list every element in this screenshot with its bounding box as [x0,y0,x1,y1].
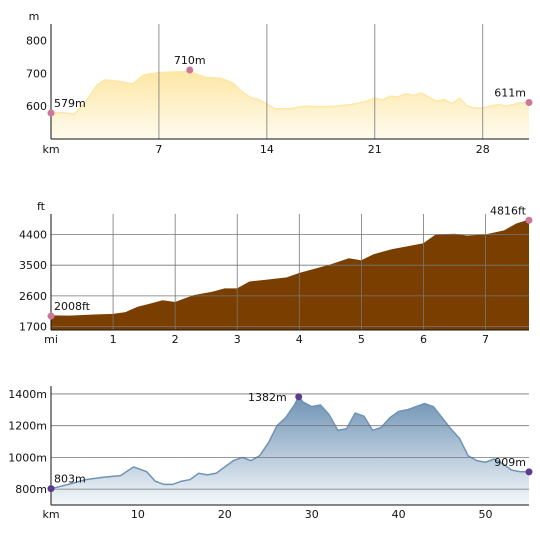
x-tick-label: 28 [476,143,490,156]
x-tick-label: 50 [479,508,493,521]
y-axis-unit-label: ft [37,200,46,213]
y-axis-unit-label: m [29,10,40,23]
elevation-marker [525,468,533,476]
elevation-marker [47,312,55,320]
y-tick-label: 4400 [19,228,47,241]
x-tick-label: 20 [218,508,232,521]
x-tick-label: 30 [305,508,319,521]
x-tick-label: 7 [482,333,489,346]
x-tick-label: 3 [234,333,241,346]
y-tick-label: 1400m [8,388,47,401]
y-tick-label: 1000m [8,451,47,464]
elevation-data-label: 4816ft [490,204,527,217]
x-tick-label: 2 [172,333,179,346]
x-tick-label: 5 [358,333,365,346]
elevation-data-label: 579m [54,97,86,110]
elevation-chart-meters-blue: 800m 1000m 1200m 1400m km 10 20 30 40 50 1382m 803m… [8,386,533,521]
x-tick-label: 40 [392,508,406,521]
x-tick-label: 7 [155,143,162,156]
elevation-chart-feet: ft 1700 2600 3500 4400 mi 1 2 3 4 5 6 7 2008ft 4816ft [19,200,533,346]
y-tick-label: 2600 [19,290,47,303]
elevation-marker [47,485,55,493]
elevation-data-label: 611m [494,87,526,100]
y-tick-label: 600 [26,100,47,113]
y-tick-label: 800 [26,34,47,47]
elevation-marker [47,109,55,117]
y-tick-label: 700 [26,67,47,80]
x-tick-label: 21 [368,143,382,156]
elevation-data-label: 2008ft [54,300,91,313]
y-tick-label: 800m [15,483,47,496]
elevation-data-label: 1382m [248,391,287,404]
elevation-data-label: 803m [54,473,86,486]
elevation-marker [186,66,194,74]
y-tick-label: 1200m [8,420,47,433]
x-axis-unit-label: km [42,143,59,156]
x-axis-unit-label: mi [44,333,58,346]
elevation-line [50,70,530,116]
elevation-area [51,396,529,505]
elevation-marker [525,99,533,107]
elevation-area [51,71,529,139]
elevation-marker [295,393,303,401]
elevation-chart-meters: m 600 700 800 km 7 14 21 28 579m 710m 611m [26,10,533,156]
elevation-line [50,395,530,490]
x-tick-label: 1 [110,333,117,346]
x-tick-label: 6 [420,333,427,346]
x-axis-unit-label: km [42,508,59,521]
x-tick-label: 14 [260,143,274,156]
y-tick-label: 3500 [19,259,47,272]
y-tick-label: 1700 [19,321,47,334]
elevation-marker [525,216,533,224]
x-tick-label: 4 [296,333,303,346]
x-tick-label: 10 [131,508,145,521]
elevation-data-label: 710m [174,54,206,67]
elevation-data-label: 909m [494,456,526,469]
